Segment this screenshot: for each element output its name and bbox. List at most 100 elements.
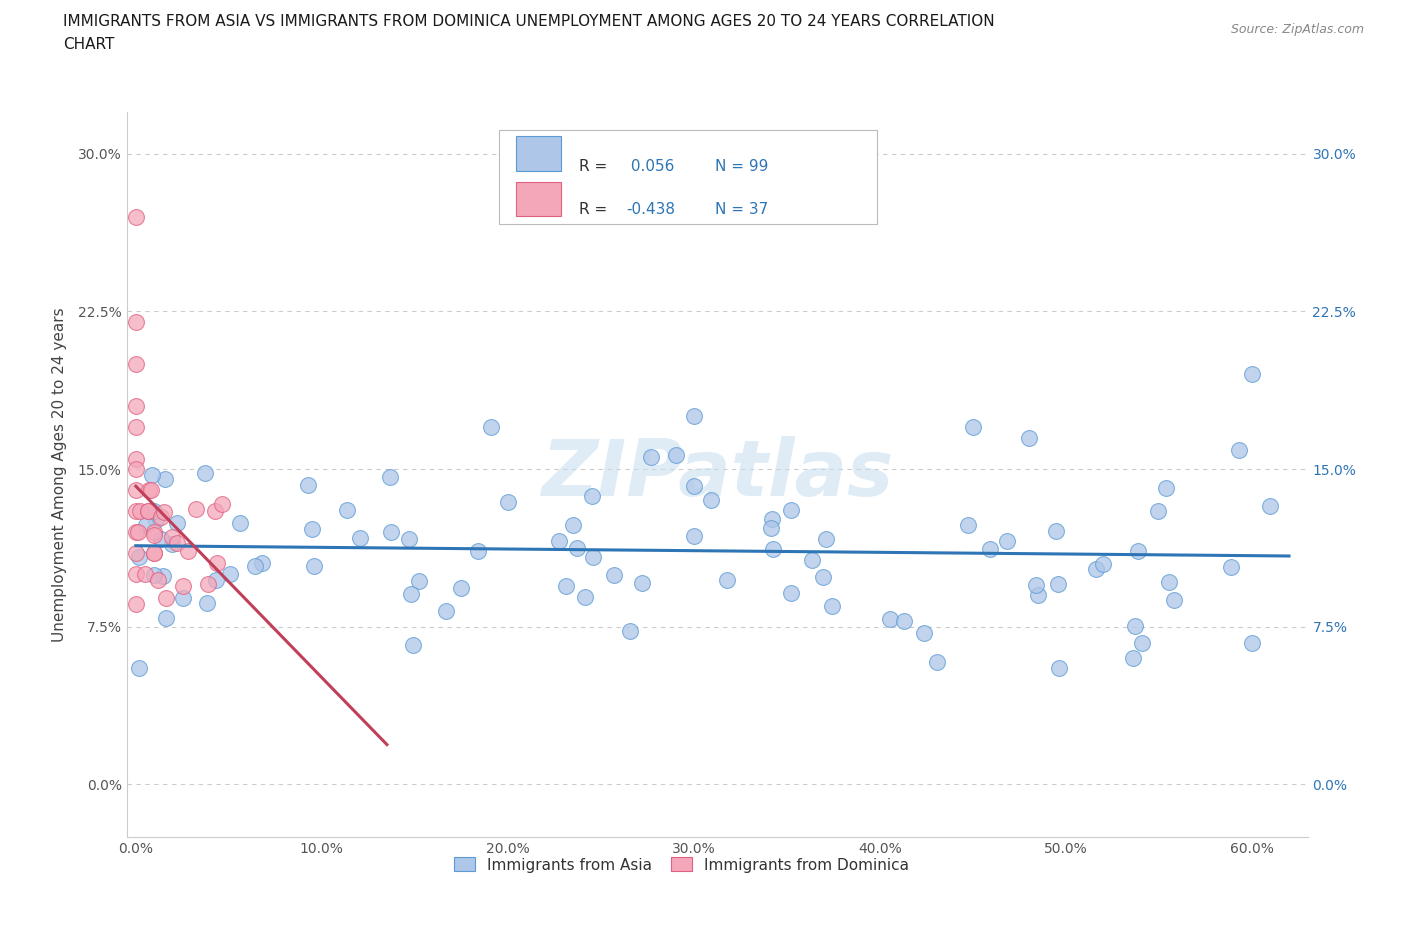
Point [138, 483, 160, 498]
Point [814, 532, 837, 547]
Point [125, 209, 148, 224]
Point [380, 525, 402, 539]
Point [204, 503, 226, 518]
Text: IMMIGRANTS FROM ASIA VS IMMIGRANTS FROM DOMINICA UNEMPLOYMENT AMONG AGES 20 TO 2: IMMIGRANTS FROM ASIA VS IMMIGRANTS FROM … [63, 14, 995, 29]
Point [125, 451, 148, 466]
Point [398, 531, 420, 546]
Point [555, 578, 578, 593]
Point [336, 503, 359, 518]
Point [927, 655, 949, 670]
Point [682, 409, 704, 424]
Point [125, 566, 148, 581]
Point [160, 529, 183, 544]
Point [142, 546, 165, 561]
Point [479, 419, 502, 434]
Point [153, 472, 176, 486]
Point [574, 590, 596, 604]
Point [143, 503, 166, 518]
Point [759, 520, 782, 535]
Point [1045, 524, 1067, 538]
Text: R =: R = [579, 202, 607, 217]
FancyBboxPatch shape [499, 130, 876, 224]
Point [166, 516, 188, 531]
Point [582, 550, 605, 565]
Point [150, 531, 173, 546]
Point [243, 558, 266, 573]
Point [155, 610, 177, 625]
Point [125, 419, 148, 434]
Point [152, 568, 174, 583]
Point [434, 604, 457, 618]
Point [956, 518, 979, 533]
Point [1018, 430, 1040, 445]
Point [205, 573, 228, 588]
Point [143, 546, 166, 561]
Point [619, 623, 641, 638]
Point [821, 598, 844, 613]
Point [143, 527, 166, 542]
Point [152, 504, 174, 519]
Point [172, 591, 194, 605]
Point [640, 449, 662, 464]
Point [761, 512, 783, 526]
Point [1128, 544, 1150, 559]
Point [145, 512, 167, 527]
Point [562, 518, 585, 533]
Point [143, 525, 166, 539]
Point [125, 356, 148, 371]
Point [399, 587, 422, 602]
Text: N = 99: N = 99 [714, 158, 768, 174]
Point [194, 465, 217, 480]
Text: ZIPatlas: ZIPatlas [541, 436, 893, 512]
Point [218, 566, 240, 581]
Point [879, 611, 901, 626]
Legend: Immigrants from Asia, Immigrants from Dominica: Immigrants from Asia, Immigrants from Do… [446, 850, 917, 880]
Point [682, 479, 704, 494]
FancyBboxPatch shape [516, 181, 561, 217]
Point [800, 553, 823, 568]
Point [378, 470, 401, 485]
Point [1091, 557, 1114, 572]
Point [1122, 651, 1144, 666]
Point [565, 540, 588, 555]
Point [762, 541, 785, 556]
Point [172, 578, 194, 593]
Point [1260, 498, 1282, 513]
Point [1085, 562, 1108, 577]
Point [197, 577, 219, 591]
Point [349, 531, 371, 546]
Point [1159, 575, 1181, 590]
Text: R =: R = [579, 158, 607, 174]
Point [127, 525, 149, 539]
Point [581, 489, 603, 504]
Point [141, 483, 163, 498]
Point [893, 614, 915, 629]
Point [301, 522, 323, 537]
Point [450, 580, 472, 595]
Point [229, 515, 252, 530]
Point [1046, 577, 1069, 591]
Point [780, 503, 803, 518]
Text: -0.438: -0.438 [626, 202, 675, 217]
Point [211, 497, 233, 512]
Point [1123, 618, 1146, 633]
Point [138, 504, 160, 519]
Point [134, 566, 156, 581]
Point [166, 536, 188, 551]
Point [125, 461, 148, 476]
Point [125, 504, 148, 519]
Point [125, 399, 148, 414]
Point [683, 528, 706, 543]
Point [716, 573, 738, 588]
Point [700, 493, 723, 508]
Point [979, 541, 1001, 556]
Point [177, 544, 200, 559]
Point [205, 555, 228, 570]
Text: N = 37: N = 37 [714, 202, 768, 217]
Point [1025, 578, 1047, 592]
Point [184, 502, 207, 517]
Point [962, 419, 984, 434]
Point [1154, 480, 1177, 495]
Point [125, 314, 148, 329]
Point [912, 626, 935, 641]
